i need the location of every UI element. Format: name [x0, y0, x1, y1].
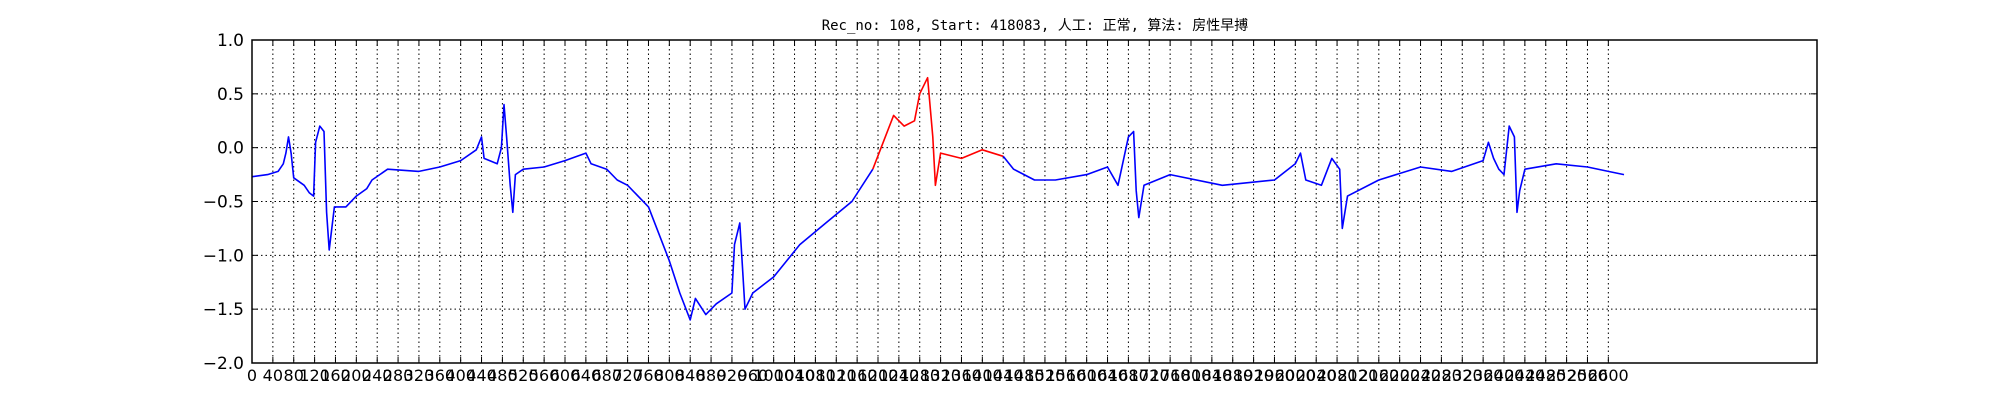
x-tick-label: 2160 — [1358, 366, 1399, 385]
x-tick-label: 880 — [696, 366, 727, 385]
x-tick-label: 120 — [299, 366, 330, 385]
x-tick-label: 1240 — [879, 366, 920, 385]
x-tick-label: 40 — [263, 366, 283, 385]
x-tick-label: 2200 — [1379, 366, 1420, 385]
x-tick-label: 960 — [738, 366, 769, 385]
x-tick-label: 2600 — [1588, 366, 1629, 385]
x-tick-label: 2440 — [1505, 366, 1546, 385]
x-tick-label: 1560 — [1045, 366, 1086, 385]
series-line-1 — [251, 103, 874, 321]
x-tick-label: 560 — [529, 366, 560, 385]
x-tick-label: 1920 — [1233, 366, 1274, 385]
x-tick-label: 2400 — [1484, 366, 1525, 385]
x-tick-label: 640 — [571, 366, 602, 385]
x-tick-label: 400 — [445, 366, 476, 385]
x-tick-label: 1720 — [1129, 366, 1170, 385]
series-line-3 — [1002, 125, 1625, 230]
x-tick-label: 440 — [466, 366, 497, 385]
y-tick-label: −1.5 — [203, 300, 244, 320]
series-line-2 — [872, 76, 1004, 187]
x-tick-label: 480 — [487, 366, 518, 385]
x-tick-label: 2360 — [1463, 366, 1504, 385]
x-tick-label: 1440 — [983, 366, 1024, 385]
x-tick-label: 240 — [362, 366, 393, 385]
x-tick-label: 2520 — [1546, 366, 1587, 385]
x-tick-label: 2320 — [1442, 366, 1483, 385]
x-tick-label: 280 — [383, 366, 414, 385]
x-tick-label: 1040 — [774, 366, 815, 385]
x-tick-label: 1320 — [920, 366, 961, 385]
y-tick-label: 1.0 — [217, 31, 244, 51]
x-tick-label: 2480 — [1525, 366, 1566, 385]
x-tick-label: 1800 — [1171, 366, 1212, 385]
x-tick-label: 1480 — [1004, 366, 1045, 385]
x-tick-label: 520 — [508, 366, 539, 385]
x-tick-label: 1080 — [795, 366, 836, 385]
y-tick-label: 0.0 — [217, 139, 244, 159]
x-tick-label: 800 — [654, 366, 685, 385]
x-tick-label: 1000 — [753, 366, 794, 385]
x-tick-label: 920 — [717, 366, 748, 385]
series-group — [251, 76, 1625, 321]
y-tick-label: 0.5 — [217, 85, 244, 105]
x-tick-label: 2000 — [1275, 366, 1316, 385]
y-tick-label: −1.0 — [203, 246, 244, 266]
grid-lines — [252, 40, 1817, 363]
x-tick-label: 160 — [320, 366, 351, 385]
x-tick-label: 1600 — [1066, 366, 1107, 385]
x-tick-label: 1400 — [962, 366, 1003, 385]
x-tick-label: 1520 — [1025, 366, 1066, 385]
x-tick-label: 2080 — [1317, 366, 1358, 385]
x-tick-label: 2120 — [1338, 366, 1379, 385]
x-tick-label: 760 — [633, 366, 664, 385]
x-tick-label: 1360 — [941, 366, 982, 385]
x-tick-label: 1760 — [1150, 366, 1191, 385]
x-tick-label: 840 — [675, 366, 706, 385]
x-tick-label: 2240 — [1400, 366, 1441, 385]
y-tick-label: −2.0 — [203, 354, 244, 374]
x-tick-label: 1880 — [1212, 366, 1253, 385]
x-tick-label: 80 — [284, 366, 304, 385]
x-tick-label: 680 — [591, 366, 622, 385]
x-tick-label: 2560 — [1567, 366, 1608, 385]
x-axis: 0 40 8012016020024028032036040044048052056… — [247, 40, 1629, 385]
y-axis: 1.0 0.5 0.0 −0.5 −1.0 −1.5 −2.0 — [203, 31, 1817, 374]
x-tick-label: 2280 — [1421, 366, 1462, 385]
x-tick-label: 1960 — [1254, 366, 1295, 385]
chart-title: Rec_no: 108, Start: 418083, 人工: 正常, 算法: … — [822, 17, 1249, 34]
y-tick-label: −0.5 — [203, 193, 244, 213]
x-tick-label: 1680 — [1108, 366, 1149, 385]
x-tick-label: 1640 — [1087, 366, 1128, 385]
x-tick-label: 1160 — [837, 366, 878, 385]
x-tick-label: 1840 — [1192, 366, 1233, 385]
x-tick-label: 1280 — [899, 366, 940, 385]
x-tick-label: 0 — [247, 366, 257, 385]
x-tick-label: 200 — [341, 366, 372, 385]
x-tick-label: 1120 — [816, 366, 857, 385]
x-tick-label: 320 — [404, 366, 435, 385]
x-tick-label: 2040 — [1296, 366, 1337, 385]
x-tick-label: 720 — [612, 366, 643, 385]
x-tick-label: 1200 — [858, 366, 899, 385]
x-tick-label: 360 — [425, 366, 456, 385]
x-tick-label: 600 — [550, 366, 581, 385]
